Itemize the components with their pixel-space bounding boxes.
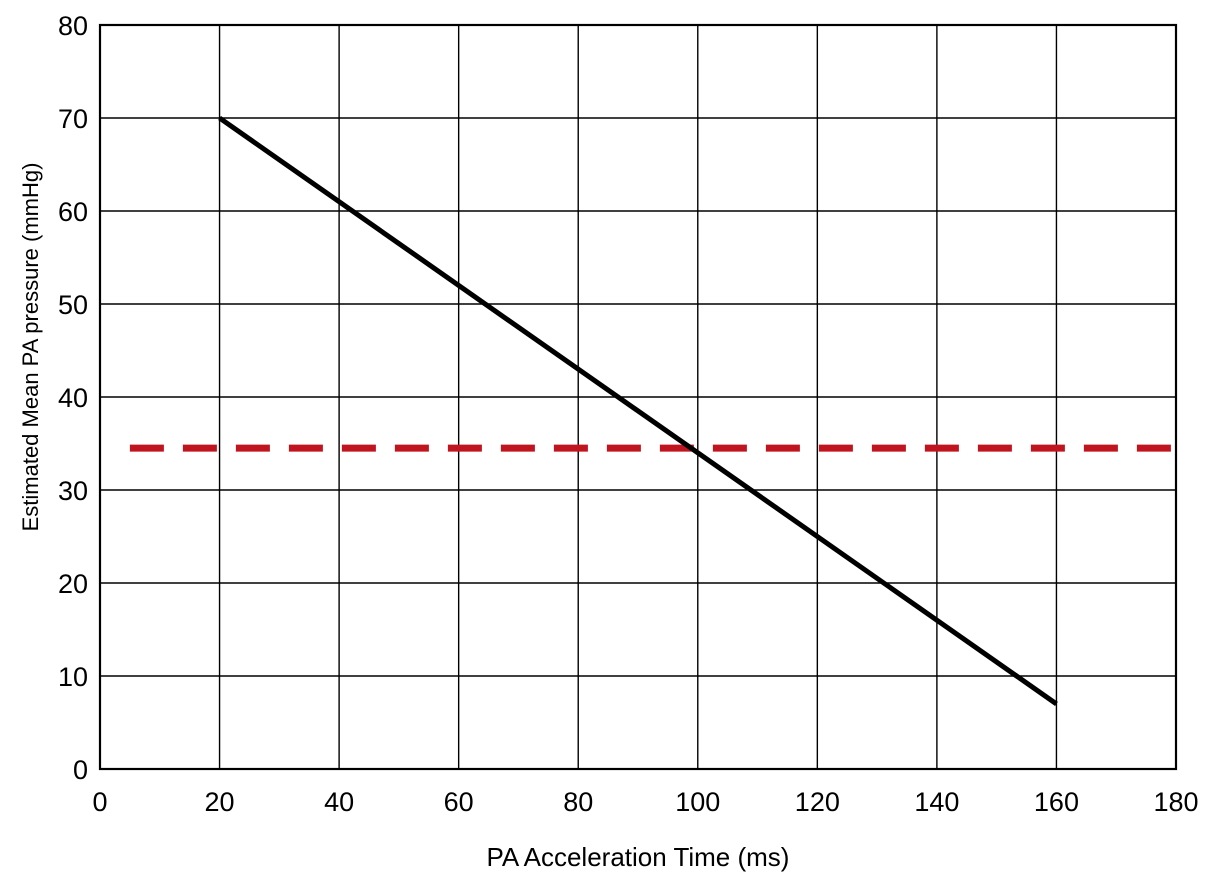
grid	[99, 24, 1177, 770]
plot-frame	[98, 23, 1178, 771]
y-tick-label: 20	[58, 569, 88, 599]
x-tick-label: 80	[563, 787, 593, 817]
series-lines	[218, 115, 1058, 706]
y-tick-label: 70	[58, 104, 88, 134]
y-tick-label: 40	[58, 383, 88, 413]
x-tick-label: 120	[795, 787, 840, 817]
x-axis-title: PA Acceleration Time (ms)	[487, 842, 790, 872]
x-tick-label: 160	[1034, 787, 1079, 817]
series-line	[218, 115, 1058, 706]
y-tick-label: 50	[58, 290, 88, 320]
x-tick-label: 0	[92, 787, 107, 817]
y-tick-label: 80	[58, 11, 88, 41]
y-axis-ticks: 0 10 20 30 40 50 60 70 80	[58, 11, 88, 785]
y-tick-label: 10	[58, 662, 88, 692]
y-tick-label: 60	[58, 197, 88, 227]
x-tick-label: 20	[205, 787, 235, 817]
x-tick-label: 180	[1153, 787, 1198, 817]
x-tick-label: 40	[324, 787, 354, 817]
x-tick-label: 140	[914, 787, 959, 817]
y-tick-label: 0	[73, 755, 88, 785]
x-tick-label: 100	[675, 787, 720, 817]
x-axis-ticks: 0 20 40 60 80 100 120 140 160 180	[92, 787, 1198, 817]
y-tick-label: 30	[58, 476, 88, 506]
x-tick-label: 60	[444, 787, 474, 817]
y-axis-title: Estimated Mean PA pressure (mmHg)	[18, 163, 43, 532]
